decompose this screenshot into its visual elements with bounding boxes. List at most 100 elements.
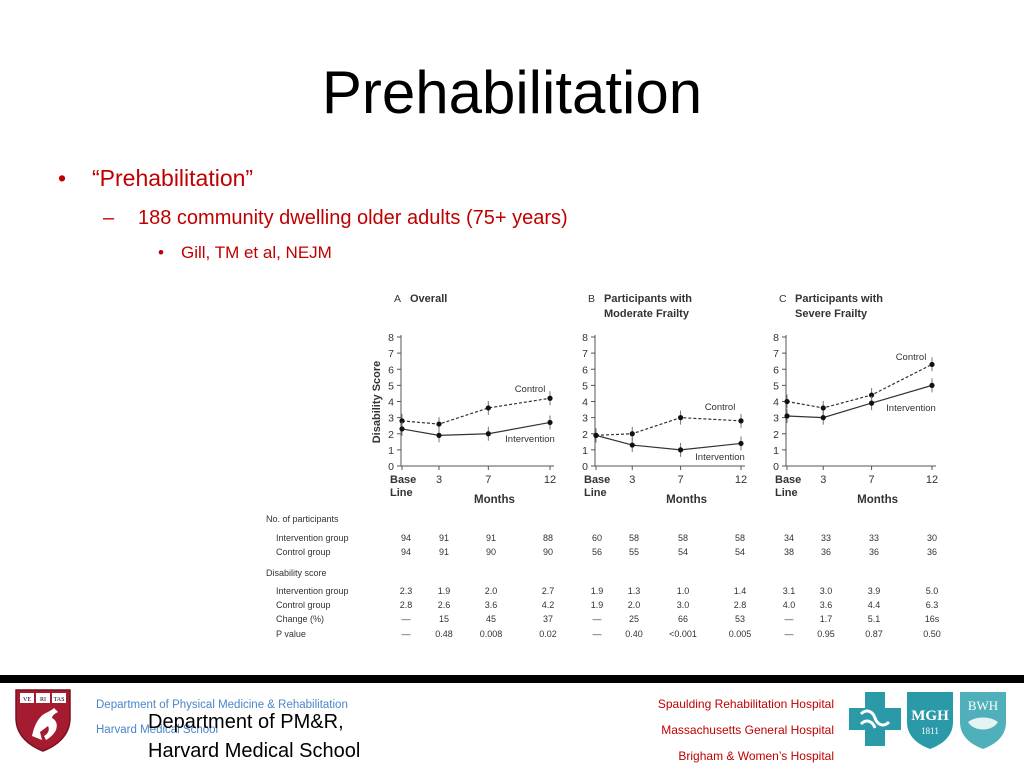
x-tick-label: Line bbox=[584, 487, 607, 499]
y-tick-label: 6 bbox=[773, 364, 779, 376]
y-tick-label: 1 bbox=[582, 445, 588, 457]
table-cell: — bbox=[785, 629, 794, 639]
y-tick-label: 8 bbox=[582, 332, 588, 344]
series-label-intervention: Intervention bbox=[886, 403, 936, 414]
panel-title: Severe Frailty bbox=[795, 308, 868, 320]
table-cell: — bbox=[593, 614, 602, 624]
table-cell: 16s bbox=[925, 614, 940, 624]
table-cell: 36 bbox=[869, 547, 879, 557]
table-cell: 33 bbox=[869, 533, 879, 543]
y-tick-label: 8 bbox=[388, 332, 394, 344]
table-cell: 34 bbox=[784, 533, 794, 543]
table-cell: 6.3 bbox=[926, 600, 939, 610]
mgh-logo-text: MGH bbox=[911, 708, 949, 724]
table-cell: 90 bbox=[543, 547, 553, 557]
y-tick-label: 6 bbox=[582, 364, 588, 376]
x-tick-label: 7 bbox=[869, 474, 875, 486]
x-tick-label: Line bbox=[390, 487, 413, 499]
table-cell: 60 bbox=[592, 533, 602, 543]
table-cell: — bbox=[402, 629, 411, 639]
table-cell: 2.0 bbox=[628, 600, 641, 610]
table-cell: 5.1 bbox=[868, 614, 881, 624]
table-row-label: Intervention group bbox=[276, 586, 349, 596]
table-cell: — bbox=[593, 629, 602, 639]
series-line-intervention bbox=[786, 384, 933, 419]
x-tick-label: Line bbox=[775, 487, 798, 499]
data-point-control bbox=[485, 405, 491, 411]
table-cell: 91 bbox=[439, 533, 449, 543]
data-point-intervention bbox=[738, 440, 744, 447]
table-cell: 2.6 bbox=[438, 600, 451, 610]
table-cell: 3.1 bbox=[783, 586, 796, 596]
table-cell: 3.6 bbox=[820, 600, 833, 610]
y-tick-label: 0 bbox=[773, 461, 779, 473]
series-line-control bbox=[401, 397, 551, 425]
data-point-intervention bbox=[399, 426, 405, 432]
table-cell: 0.95 bbox=[817, 629, 835, 639]
data-point-control bbox=[436, 421, 442, 427]
panel-title: Moderate Frailty bbox=[604, 308, 690, 320]
series-line-control bbox=[786, 363, 933, 409]
data-point-control bbox=[629, 431, 635, 437]
table-cell: 2.8 bbox=[400, 600, 413, 610]
panel-title: Overall bbox=[410, 293, 447, 305]
bullet-marker: – bbox=[103, 207, 115, 229]
table-cell: 1.7 bbox=[820, 614, 833, 624]
table-cell: 91 bbox=[439, 547, 449, 557]
table-cell: 88 bbox=[543, 533, 553, 543]
panel-letter: C bbox=[779, 293, 787, 305]
data-point-control bbox=[929, 361, 935, 368]
table-cell: 53 bbox=[735, 614, 745, 624]
series-label-control: Control bbox=[705, 402, 736, 413]
table-cell: 54 bbox=[678, 547, 688, 557]
y-tick-label: 4 bbox=[388, 397, 394, 409]
shield-book-text: VE bbox=[23, 697, 31, 703]
table-cell: 3.0 bbox=[820, 586, 833, 596]
table-row-label: Intervention group bbox=[276, 533, 349, 543]
y-tick-label: 1 bbox=[388, 445, 394, 457]
y-tick-label: 3 bbox=[582, 413, 588, 425]
x-tick-label: 12 bbox=[926, 474, 938, 486]
series-label-control: Control bbox=[515, 384, 546, 395]
data-point-control bbox=[820, 405, 826, 411]
table-cell: 90 bbox=[486, 547, 496, 557]
table-cell: 4.0 bbox=[783, 600, 796, 610]
series-label-intervention: Intervention bbox=[505, 434, 555, 445]
data-point-intervention bbox=[820, 415, 826, 421]
table-section-heading: Disability score bbox=[266, 568, 327, 578]
data-point-control bbox=[677, 415, 684, 421]
hospital-bwh: Brigham & Women’s Hospital bbox=[678, 749, 834, 763]
table-cell: 0.008 bbox=[480, 629, 503, 639]
table-cell: — bbox=[402, 614, 411, 624]
table-row-label: Change (%) bbox=[276, 614, 324, 624]
x-tick-label: 12 bbox=[544, 474, 556, 486]
x-tick-label: Base bbox=[390, 474, 416, 486]
bwh-logo-text: BWH bbox=[968, 698, 998, 713]
data-point-control bbox=[738, 418, 744, 424]
table-cell: 2.8 bbox=[734, 600, 747, 610]
x-tick-label: 3 bbox=[820, 474, 826, 486]
data-point-intervention bbox=[629, 442, 635, 448]
data-point-intervention bbox=[436, 432, 442, 438]
x-tick-label: 3 bbox=[436, 474, 442, 486]
table-cell: 5.0 bbox=[926, 586, 939, 596]
table-row-label: Control group bbox=[276, 547, 331, 557]
table-cell: 15 bbox=[439, 614, 449, 624]
school-name-small: Harvard Medical School bbox=[96, 724, 219, 736]
table-cell: 94 bbox=[401, 547, 411, 557]
table-cell: 1.9 bbox=[591, 586, 604, 596]
x-tick-label: 7 bbox=[678, 474, 684, 486]
table-cell: 58 bbox=[678, 533, 688, 543]
x-tick-label: 7 bbox=[485, 474, 491, 486]
x-axis-label: Months bbox=[474, 494, 515, 506]
series-line-intervention bbox=[595, 434, 742, 451]
table-cell: 94 bbox=[401, 533, 411, 543]
slide-title: Prehabilitation bbox=[321, 59, 703, 126]
table-cell: 36 bbox=[927, 547, 937, 557]
table-cell: 25 bbox=[629, 614, 639, 624]
data-point-intervention bbox=[929, 382, 935, 388]
data-point-intervention bbox=[868, 400, 875, 406]
table-cell: 36 bbox=[821, 547, 831, 557]
y-tick-label: 1 bbox=[773, 445, 779, 457]
y-tick-label: 0 bbox=[582, 461, 588, 473]
